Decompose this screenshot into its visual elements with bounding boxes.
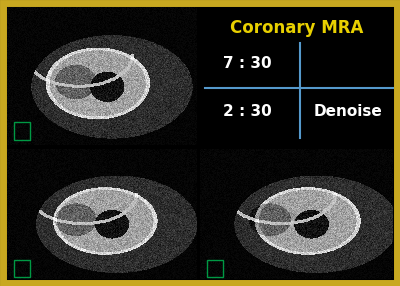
Bar (14, 260, 30, 277)
Bar (14, 122, 30, 140)
Text: 7 : 30: 7 : 30 (223, 55, 271, 71)
Bar (207, 260, 223, 277)
Text: Coronary MRA: Coronary MRA (230, 19, 364, 37)
Text: Denoise: Denoise (314, 104, 382, 120)
Text: 2 : 30: 2 : 30 (223, 104, 271, 120)
